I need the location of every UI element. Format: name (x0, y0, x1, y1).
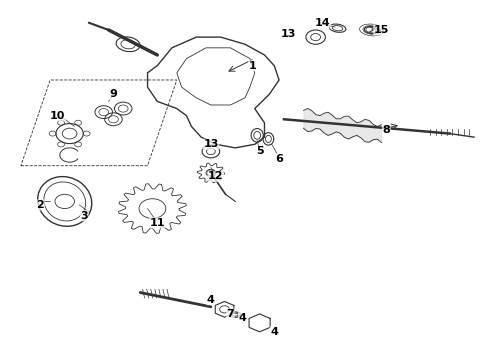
Text: 10: 10 (49, 111, 65, 121)
Text: 3: 3 (80, 211, 88, 221)
Text: 4: 4 (270, 327, 278, 337)
Text: 15: 15 (374, 25, 389, 35)
Text: 13: 13 (281, 28, 296, 39)
Text: 5: 5 (256, 147, 264, 157)
Text: 6: 6 (275, 154, 283, 163)
Text: 14: 14 (315, 18, 331, 28)
Text: 2: 2 (36, 200, 44, 210)
Text: 12: 12 (208, 171, 223, 181)
Text: 9: 9 (109, 89, 118, 99)
Text: 1: 1 (248, 61, 256, 71)
Text: 13: 13 (203, 139, 219, 149)
Text: 4: 4 (207, 295, 215, 305)
Text: 4: 4 (239, 312, 246, 323)
Text: 11: 11 (149, 218, 165, 228)
Text: 7: 7 (226, 309, 234, 319)
Text: 8: 8 (382, 125, 390, 135)
